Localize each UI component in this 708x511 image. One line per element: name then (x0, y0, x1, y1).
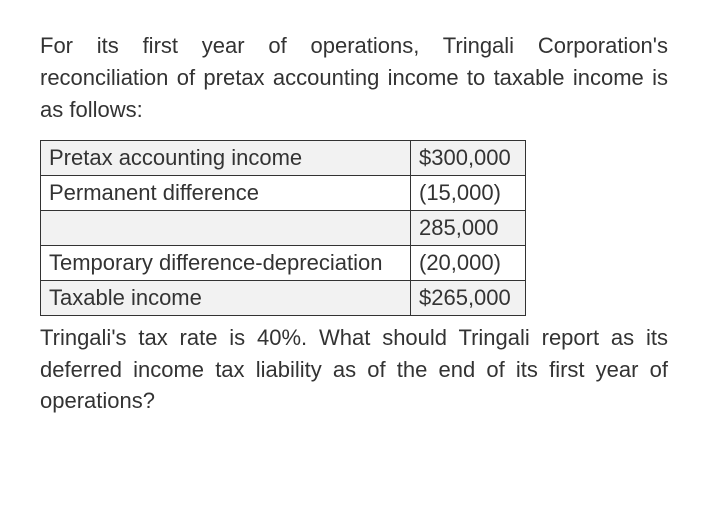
row-label: Taxable income (41, 280, 411, 315)
outro-paragraph: Tringali's tax rate is 40%. What should … (40, 322, 668, 418)
table-row: Pretax accounting income $300,000 (41, 140, 526, 175)
table-row: Taxable income $265,000 (41, 280, 526, 315)
table-row: 285,000 (41, 210, 526, 245)
row-label: Pretax accounting income (41, 140, 411, 175)
row-value: 285,000 (411, 210, 526, 245)
row-label (41, 210, 411, 245)
row-label: Permanent difference (41, 175, 411, 210)
intro-paragraph: For its first year of operations, Tringa… (40, 30, 668, 126)
row-label: Temporary difference-depreciation (41, 245, 411, 280)
table-row: Temporary difference-depreciation (20,00… (41, 245, 526, 280)
row-value: (15,000) (411, 175, 526, 210)
row-value: (20,000) (411, 245, 526, 280)
table-row: Permanent difference (15,000) (41, 175, 526, 210)
reconciliation-table: Pretax accounting income $300,000 Perman… (40, 140, 526, 316)
row-value: $265,000 (411, 280, 526, 315)
row-value: $300,000 (411, 140, 526, 175)
